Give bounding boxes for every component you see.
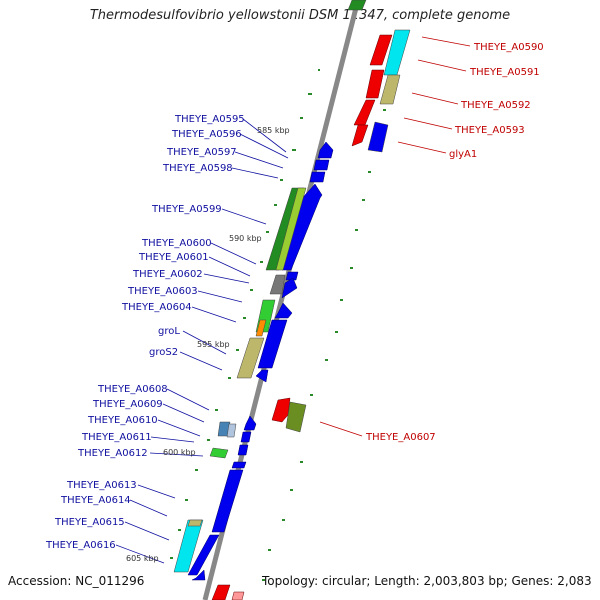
gene-label-theye-a0593[interactable]: THEYE_A0593 xyxy=(454,125,525,136)
function-bars xyxy=(173,187,307,573)
gene-label-glya1[interactable]: glyA1 xyxy=(449,149,477,160)
gene-label-grol[interactable]: groL xyxy=(158,326,180,337)
gene-label-gros2[interactable]: groS2 xyxy=(149,347,178,358)
gene-label-theye-a0598[interactable]: THEYE_A0598 xyxy=(162,163,233,174)
reverse-cds-track xyxy=(211,34,393,600)
gene-label-theye-a0603[interactable]: THEYE_A0603 xyxy=(127,286,198,297)
left-gene-labels: THEYE_A0595 THEYE_A0596 THEYE_A0597 THEY… xyxy=(45,114,245,551)
gene-label-theye-a0602[interactable]: THEYE_A0602 xyxy=(132,269,203,280)
gene-label-theye-a0600[interactable]: THEYE_A0600 xyxy=(141,238,212,249)
gene-label-theye-a0590[interactable]: THEYE_A0590 xyxy=(473,42,544,53)
gene-label-theye-a0601[interactable]: THEYE_A0601 xyxy=(138,252,209,263)
gene-label-theye-a0607[interactable]: THEYE_A0607 xyxy=(365,432,436,443)
scale-label-595: 595 kbp xyxy=(197,340,230,349)
left-leader-lines xyxy=(115,118,289,564)
scale-label-600: 600 kbp xyxy=(163,448,196,457)
scale-label-605: 605 kbp xyxy=(126,554,159,563)
gene-label-theye-a0599[interactable]: THEYE_A0599 xyxy=(151,204,222,215)
reverse-cds-blocks xyxy=(285,0,411,433)
scale-label-590: 590 kbp xyxy=(229,234,262,243)
accession-label: Accession: NC_011296 xyxy=(8,574,145,588)
gene-label-theye-a0614[interactable]: THEYE_A0614 xyxy=(60,495,131,506)
gene-label-theye-a0609[interactable]: THEYE_A0609 xyxy=(92,399,163,410)
tick-marks xyxy=(170,69,386,581)
gene-label-theye-a0615[interactable]: THEYE_A0615 xyxy=(54,517,125,528)
gene-label-theye-a0610[interactable]: THEYE_A0610 xyxy=(87,415,158,426)
gene-label-theye-a0604[interactable]: THEYE_A0604 xyxy=(121,302,192,313)
gene-label-theye-a0611[interactable]: THEYE_A0611 xyxy=(81,432,152,443)
gene-label-theye-a0592[interactable]: THEYE_A0592 xyxy=(460,100,531,111)
gene-label-theye-a0595[interactable]: THEYE_A0595 xyxy=(174,114,245,125)
forward-cds-track xyxy=(187,141,334,581)
scale-label-585: 585 kbp xyxy=(257,126,290,135)
gene-label-theye-a0596[interactable]: THEYE_A0596 xyxy=(171,129,242,140)
gene-label-theye-a0616[interactable]: THEYE_A0616 xyxy=(45,540,116,551)
gene-label-theye-a0613[interactable]: THEYE_A0613 xyxy=(66,480,137,491)
gene-label-theye-a0591[interactable]: THEYE_A0591 xyxy=(469,67,540,78)
gene-label-theye-a0608[interactable]: THEYE_A0608 xyxy=(97,384,168,395)
genome-summary: Topology: circular; Length: 2,003,803 bp… xyxy=(262,574,592,588)
gene-label-theye-a0612[interactable]: THEYE_A0612 xyxy=(77,448,148,459)
right-leader-lines xyxy=(319,36,471,437)
genome-title: Thermodesulfovibrio yellowstonii DSM 113… xyxy=(89,8,511,23)
right-gene-labels: THEYE_A0590 THEYE_A0591 THEYE_A0592 THEY… xyxy=(365,42,544,443)
gene-label-theye-a0597[interactable]: THEYE_A0597 xyxy=(166,147,237,158)
